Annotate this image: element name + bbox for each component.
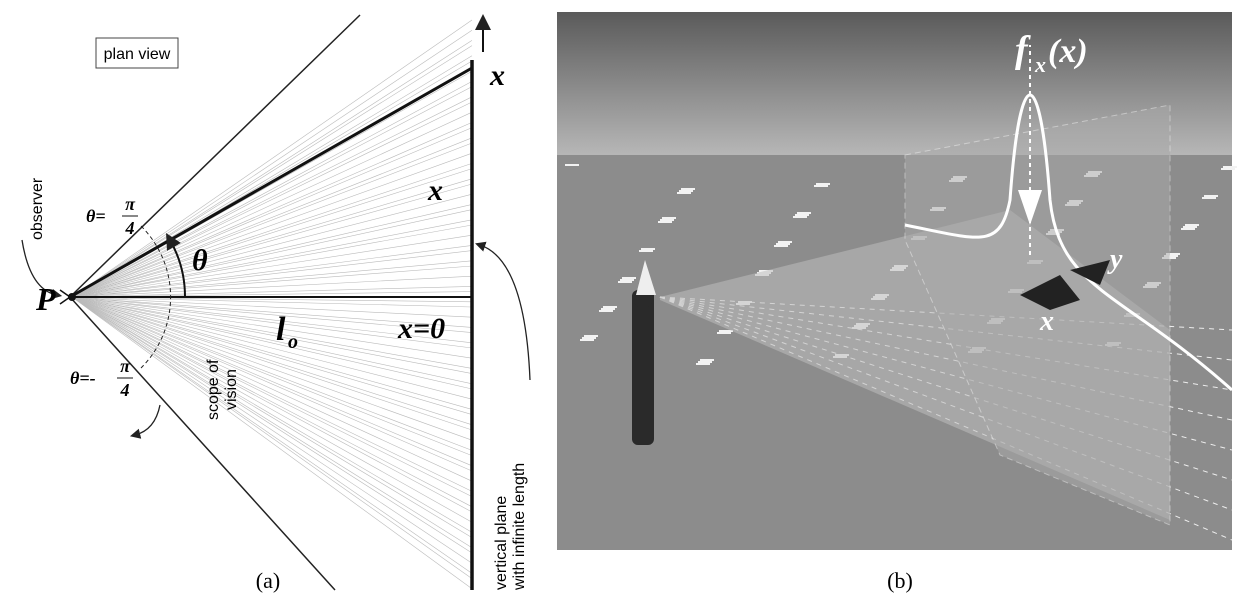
label: (x)	[1048, 33, 1088, 70]
ray	[72, 87, 472, 297]
label: vision	[223, 369, 240, 410]
label: x=0	[397, 312, 445, 345]
arrow	[480, 245, 530, 380]
label: x	[489, 59, 505, 92]
figure: plan view x x θ P observer θ= π 4 θ=- π …	[0, 0, 1244, 602]
observer-point	[68, 293, 76, 301]
ray	[72, 46, 472, 297]
ray	[72, 297, 472, 307]
ray	[72, 81, 472, 297]
label: scope of	[205, 359, 222, 420]
label: x	[1039, 306, 1054, 337]
person	[632, 290, 654, 445]
box-label: plan view	[104, 46, 171, 63]
label: y	[1107, 244, 1123, 275]
label: θ	[192, 244, 208, 277]
ray	[72, 30, 472, 297]
label: x	[427, 174, 443, 207]
label: observer	[29, 177, 46, 240]
label: 4	[125, 218, 135, 238]
label: P	[35, 281, 56, 317]
label: o	[288, 331, 298, 353]
label: θ=-	[70, 368, 96, 388]
label: θ=	[86, 206, 106, 226]
caption: (b)	[887, 568, 913, 593]
label: l	[276, 311, 286, 348]
label: vertical plane	[493, 496, 510, 590]
label: x	[1034, 52, 1046, 77]
label: 4	[120, 380, 130, 400]
label: π	[125, 194, 136, 214]
rays	[72, 20, 472, 589]
caption: (a)	[256, 568, 280, 593]
label: π	[120, 356, 131, 376]
arrow	[135, 405, 160, 435]
label: with infinite length	[511, 463, 528, 591]
